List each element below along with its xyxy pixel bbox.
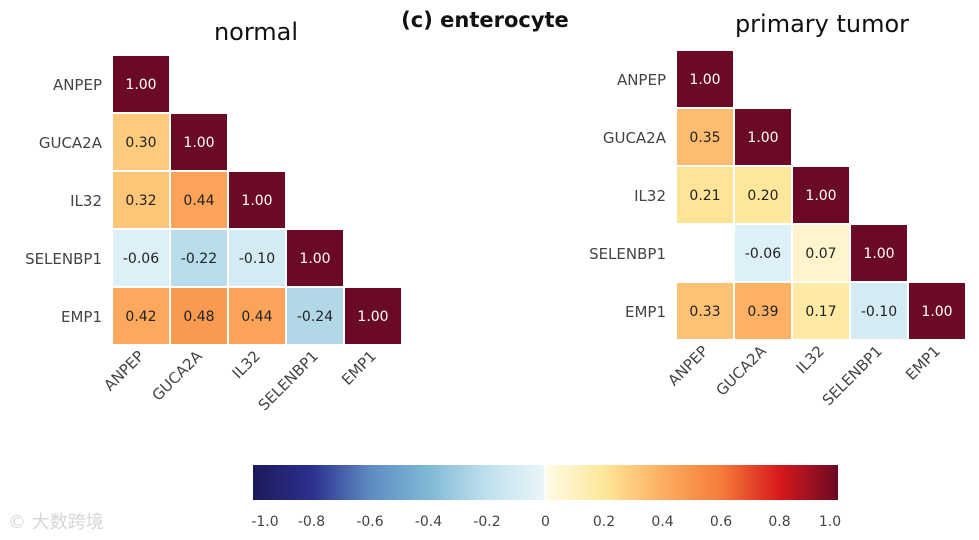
y-tick-label: EMP1 — [625, 303, 666, 321]
cell-value-label: 0.20 — [747, 188, 778, 204]
heatmap-cell — [735, 283, 791, 339]
cell-value-label: 1.00 — [357, 309, 388, 325]
heatmap-cell — [735, 225, 791, 281]
heatmap-cell — [287, 230, 343, 286]
cell-value-label: -0.10 — [861, 304, 897, 320]
watermark-logo: © 大数跨境 — [8, 512, 104, 533]
cell-value-label: 0.33 — [689, 304, 720, 320]
y-tick-label: SELENBP1 — [25, 250, 102, 268]
colorbar-tick-label: 0.8 — [768, 514, 790, 530]
heatmap-cell — [113, 230, 169, 286]
heatmap-cell — [677, 167, 733, 223]
colorbar-tick-label: 0.2 — [593, 514, 615, 530]
y-tick-label: ANPEP — [53, 76, 102, 94]
cell-value-label: -0.06 — [123, 251, 159, 267]
x-tick-label: EMP1 — [902, 342, 944, 384]
heatmap-cell — [113, 114, 169, 170]
cell-value-label: 0.21 — [689, 188, 720, 204]
x-tick-label: SELENBP1 — [255, 347, 322, 414]
heatmap-cell — [793, 283, 849, 339]
cell-value-label: 0.17 — [805, 304, 836, 320]
panel-title: primary tumor — [735, 10, 909, 38]
heatmap-cell — [677, 109, 733, 165]
heatmap-cell — [677, 283, 733, 339]
x-tick-label: IL32 — [793, 342, 828, 377]
panel-title: normal — [214, 18, 298, 46]
colorbar-tick-label: 0 — [541, 514, 550, 530]
colorbar-tick-label: -0.2 — [473, 514, 500, 530]
cell-value-label: 1.00 — [299, 251, 330, 267]
x-tick-label: SELENBP1 — [819, 342, 886, 409]
colorbar-tick-label: 0.4 — [651, 514, 673, 530]
y-tick-label: GUCA2A — [603, 129, 667, 147]
colorbar-tick-label: -1.0 — [251, 514, 278, 530]
cell-value-label: -0.24 — [297, 309, 333, 325]
x-tick-label: ANPEP — [100, 347, 147, 394]
cell-value-label: -0.10 — [239, 251, 275, 267]
heatmap-cell — [171, 230, 227, 286]
heatmap-cell — [735, 109, 791, 165]
cell-value-label: 1.00 — [183, 135, 214, 151]
cell-value-label: 0.30 — [125, 135, 156, 151]
heatmap-cell — [113, 288, 169, 344]
x-tick-label: GUCA2A — [712, 342, 770, 400]
cell-value-label: 1.00 — [125, 77, 156, 93]
x-tick-label: EMP1 — [338, 347, 380, 389]
y-tick-label: GUCA2A — [39, 134, 103, 152]
y-tick-label: ANPEP — [617, 71, 666, 89]
heatmap-cell — [793, 167, 849, 223]
heatmap-cell — [851, 225, 907, 281]
cell-value-label: 0.44 — [183, 193, 214, 209]
cell-value-label: 0.35 — [689, 130, 720, 146]
cell-value-label: 0.32 — [125, 193, 156, 209]
heatmap-cell — [229, 230, 285, 286]
heatmap-panel-normal: normal ANPEP ANPEP 1.00 GUCA2A GUCA2A 0.30 1.00… — [25, 18, 401, 414]
colorbar-tick-label: -0.8 — [298, 514, 325, 530]
y-tick-label: IL32 — [634, 187, 666, 205]
cell-value-label: 0.44 — [241, 309, 272, 325]
heatmap-cell — [851, 283, 907, 339]
x-tick-label: IL32 — [229, 347, 264, 382]
y-tick-label: SELENBP1 — [589, 245, 666, 263]
heatmap-cell — [171, 288, 227, 344]
cell-value-label: -0.22 — [181, 251, 217, 267]
heatmap-cell — [229, 288, 285, 344]
heatmap-panel-primary-tumor: primary tumor ANPEP ANPEP 1.00 GUCA2A GUCA2A 0… — [589, 10, 965, 409]
watermark-text: 大数跨境 — [31, 512, 104, 533]
colorbar-tick-label: 1.0 — [819, 514, 841, 530]
cell-value-label: 0.48 — [183, 309, 214, 325]
heatmap-cell — [113, 56, 169, 112]
colorbar-tick-label: -0.4 — [415, 514, 442, 530]
y-tick-label: EMP1 — [61, 308, 102, 326]
heatmap-cell — [171, 114, 227, 170]
cell-value-label: -0.06 — [745, 246, 781, 262]
heatmap-cell — [171, 172, 227, 228]
x-tick-label: ANPEP — [664, 342, 711, 389]
cell-value-label: 0.07 — [805, 246, 836, 262]
cell-value-label: 1.00 — [689, 72, 720, 88]
heatmap-cell — [229, 172, 285, 228]
x-tick-label: GUCA2A — [148, 347, 206, 405]
colorbar-tick-label: -0.6 — [356, 514, 383, 530]
colorbar-tick-label: 0.6 — [710, 514, 732, 530]
heatmap-cell — [345, 288, 401, 344]
cell-value-label: 0.42 — [125, 309, 156, 325]
heatmap-cell — [909, 283, 965, 339]
cell-value-label: 1.00 — [747, 130, 778, 146]
cell-value-label: 1.00 — [921, 304, 952, 320]
cell-value-label: 1.00 — [805, 188, 836, 204]
heatmap-cell — [793, 225, 849, 281]
y-tick-label: IL32 — [70, 192, 102, 210]
colorbar: -1.0 -0.8 -0.6 -0.4 -0.2 0 0.2 0.4 0.6 0.8 1.0 — [251, 465, 841, 530]
heatmap-cell — [735, 167, 791, 223]
heatmap-cell — [287, 288, 343, 344]
heatmap-cell — [113, 172, 169, 228]
figure-title: (c) enterocyte — [401, 8, 569, 32]
cell-value-label: 0.39 — [747, 304, 778, 320]
heatmap-cell — [677, 51, 733, 107]
cell-value-label: 1.00 — [241, 193, 272, 209]
cell-value-label: 1.00 — [863, 246, 894, 262]
